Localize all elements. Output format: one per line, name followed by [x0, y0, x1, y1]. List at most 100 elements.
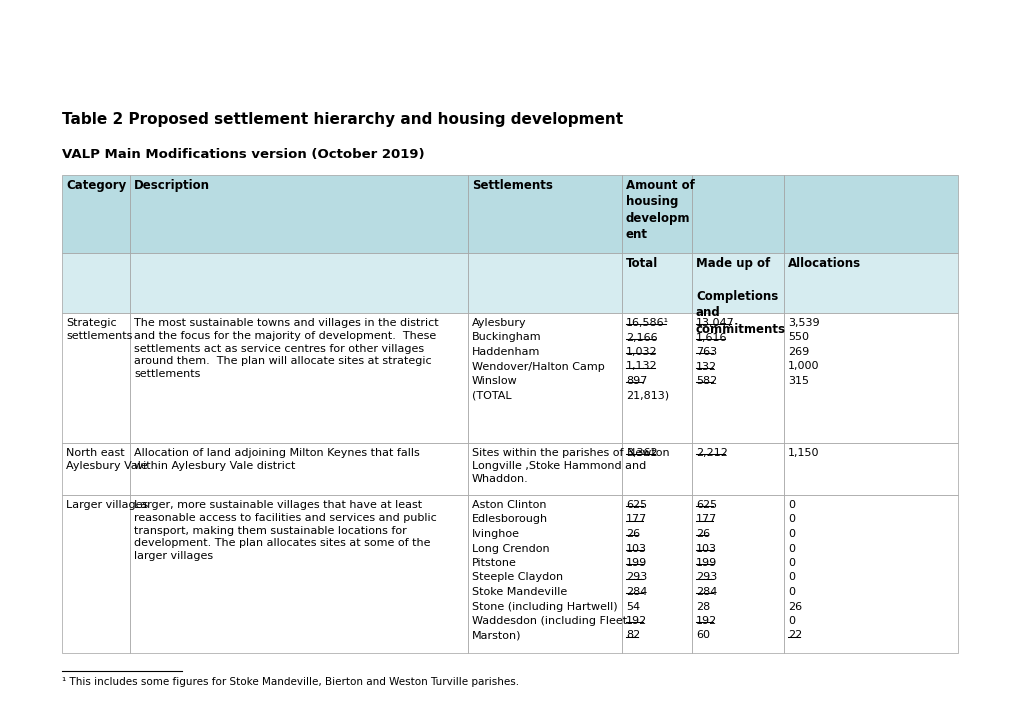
Bar — [784, 253, 957, 313]
Bar — [129, 495, 468, 653]
Bar — [62, 253, 129, 313]
Text: 26: 26 — [626, 529, 640, 539]
Text: 26: 26 — [695, 529, 709, 539]
Text: 0: 0 — [788, 529, 794, 539]
Bar — [691, 443, 784, 495]
Bar — [784, 495, 957, 653]
Text: Made up of

Completions
and
commitments: Made up of Completions and commitments — [695, 257, 786, 336]
Text: Long Crendon: Long Crendon — [472, 544, 549, 554]
Text: 269: 269 — [788, 347, 808, 357]
Text: 284: 284 — [626, 587, 647, 597]
Bar — [468, 253, 622, 313]
Bar — [622, 175, 691, 253]
Text: 315: 315 — [788, 376, 808, 386]
Text: Edlesborough: Edlesborough — [472, 515, 547, 524]
Text: 82: 82 — [626, 630, 640, 640]
Text: 192: 192 — [695, 616, 716, 626]
Bar — [62, 313, 129, 443]
Text: 293: 293 — [695, 572, 716, 583]
Text: 2,212: 2,212 — [695, 448, 728, 458]
Text: Amount of
housing
developm
ent: Amount of housing developm ent — [626, 179, 694, 242]
Text: Category: Category — [66, 179, 126, 192]
Text: 0: 0 — [788, 515, 794, 524]
Text: Larger, more sustainable villages that have at least
reasonable access to facili: Larger, more sustainable villages that h… — [133, 500, 436, 561]
Text: 192: 192 — [626, 616, 647, 626]
Bar — [622, 253, 691, 313]
Bar — [622, 443, 691, 495]
Bar — [691, 175, 784, 253]
Text: Aylesbury: Aylesbury — [472, 318, 526, 328]
Text: 0: 0 — [788, 558, 794, 568]
Bar — [784, 175, 957, 253]
Text: 26: 26 — [788, 601, 801, 611]
Text: Allocation of land adjoining Milton Keynes that falls
within Aylesbury Vale dist: Allocation of land adjoining Milton Keyn… — [133, 448, 420, 471]
Text: 0: 0 — [788, 500, 794, 510]
Text: Haddenham: Haddenham — [472, 347, 540, 357]
Text: Aston Clinton: Aston Clinton — [472, 500, 546, 510]
Text: 13,047: 13,047 — [695, 318, 734, 328]
Text: 1,150: 1,150 — [788, 448, 818, 458]
Text: Wendover/Halton Camp: Wendover/Halton Camp — [472, 361, 604, 371]
Text: North east
Aylesbury Vale: North east Aylesbury Vale — [66, 448, 148, 471]
Text: Marston): Marston) — [472, 630, 521, 640]
Text: Sites within the parishes of Newton
Longville ,Stoke Hammond and
Whaddon.: Sites within the parishes of Newton Long… — [472, 448, 668, 484]
Bar — [622, 495, 691, 653]
Bar — [62, 443, 129, 495]
Text: 103: 103 — [695, 544, 716, 554]
Text: 284: 284 — [695, 587, 716, 597]
Bar — [691, 253, 784, 313]
Bar — [468, 313, 622, 443]
Text: 3,362: 3,362 — [626, 448, 657, 458]
Text: 54: 54 — [626, 601, 640, 611]
Text: 177: 177 — [695, 515, 716, 524]
Bar — [622, 313, 691, 443]
Bar — [691, 495, 784, 653]
Bar — [129, 313, 468, 443]
Text: 1,616: 1,616 — [695, 332, 727, 342]
Text: (TOTAL: (TOTAL — [472, 391, 512, 400]
Text: 21,813): 21,813) — [626, 391, 668, 400]
Text: 1,032: 1,032 — [626, 347, 657, 357]
Text: 763: 763 — [695, 347, 716, 357]
Text: 16,586¹: 16,586¹ — [626, 318, 668, 328]
Bar — [691, 313, 784, 443]
Text: 103: 103 — [626, 544, 646, 554]
Text: 22: 22 — [788, 630, 802, 640]
Text: Total: Total — [626, 257, 657, 270]
Text: VALP Main Modifications version (October 2019): VALP Main Modifications version (October… — [62, 148, 424, 161]
Text: 132: 132 — [695, 361, 716, 371]
Text: 897: 897 — [626, 376, 647, 386]
Text: 0: 0 — [788, 544, 794, 554]
Text: 60: 60 — [695, 630, 709, 640]
Text: Steeple Claydon: Steeple Claydon — [472, 572, 562, 583]
Text: Waddesdon (including Fleet: Waddesdon (including Fleet — [472, 616, 627, 626]
Text: 1,132: 1,132 — [626, 361, 657, 371]
Text: 0: 0 — [788, 572, 794, 583]
Text: 199: 199 — [626, 558, 647, 568]
Text: Strategic
settlements: Strategic settlements — [66, 318, 132, 341]
Bar — [62, 495, 129, 653]
Text: ¹ This includes some figures for Stoke Mandeville, Bierton and Weston Turville p: ¹ This includes some figures for Stoke M… — [62, 677, 519, 687]
Bar — [62, 175, 129, 253]
Text: Buckingham: Buckingham — [472, 332, 541, 342]
Text: Larger villages: Larger villages — [66, 500, 148, 510]
Text: 293: 293 — [626, 572, 647, 583]
Bar — [468, 175, 622, 253]
Text: The most sustainable towns and villages in the district
and the focus for the ma: The most sustainable towns and villages … — [133, 318, 438, 379]
Bar — [129, 443, 468, 495]
Text: Stoke Mandeville: Stoke Mandeville — [472, 587, 567, 597]
Bar — [129, 253, 468, 313]
Bar — [468, 443, 622, 495]
Bar — [129, 175, 468, 253]
Text: 1,000: 1,000 — [788, 361, 818, 371]
Text: 0: 0 — [788, 587, 794, 597]
Text: Description: Description — [133, 179, 210, 192]
Text: 28: 28 — [695, 601, 709, 611]
Text: 199: 199 — [695, 558, 716, 568]
Text: 582: 582 — [695, 376, 716, 386]
Text: 550: 550 — [788, 332, 808, 342]
Text: Table 2 Proposed settlement hierarchy and housing development: Table 2 Proposed settlement hierarchy an… — [62, 112, 623, 127]
Text: Pitstone: Pitstone — [472, 558, 517, 568]
Text: Settlements: Settlements — [472, 179, 552, 192]
Bar — [468, 495, 622, 653]
